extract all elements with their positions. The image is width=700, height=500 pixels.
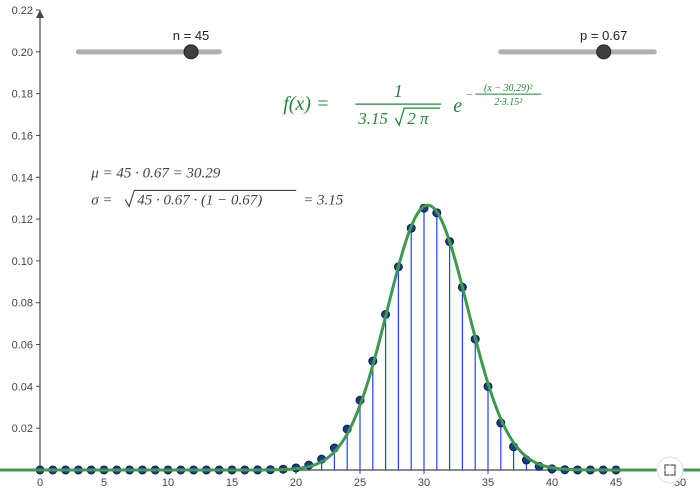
x-tick-label: 5 <box>101 477 107 489</box>
x-tick-label: 0 <box>37 477 43 489</box>
svg-text:e: e <box>453 95 462 117</box>
slider-n-thumb[interactable] <box>184 45 198 59</box>
svg-text:3.15: 3.15 <box>357 109 388 128</box>
slider-p-label: p = 0.67 <box>580 28 627 43</box>
y-tick-label: 0.20 <box>12 47 33 59</box>
y-tick-label: 0.10 <box>12 256 33 268</box>
svg-text:σ =: σ = <box>91 192 112 208</box>
svg-text:(x − 30.29)²: (x − 30.29)² <box>484 83 533 94</box>
y-tick-label: 0.18 <box>12 89 33 101</box>
slider-p-thumb[interactable] <box>597 45 611 59</box>
svg-text:= 3.15: = 3.15 <box>303 192 344 208</box>
x-tick-label: 10 <box>162 477 174 489</box>
x-tick-label: 25 <box>354 477 366 489</box>
y-tick-label: 0.16 <box>12 130 33 142</box>
mu-text: μ = 45 · 0.67 = 30.29 <box>90 165 221 181</box>
x-tick-label: 20 <box>290 477 302 489</box>
y-tick-label: 0.08 <box>12 298 33 310</box>
slider-n-label: n = 45 <box>173 28 210 43</box>
x-tick-label: 30 <box>418 477 430 489</box>
y-tick-label: 0.04 <box>12 381 33 393</box>
y-tick-label: 0.14 <box>12 172 33 184</box>
x-tick-label: 45 <box>610 477 622 489</box>
fullscreen-button[interactable] <box>657 457 683 483</box>
svg-text:f(x) =: f(x) = <box>283 93 329 115</box>
svg-text:45 · 0.67 · (1 − 0.67): 45 · 0.67 · (1 − 0.67) <box>137 192 262 208</box>
x-tick-label: 15 <box>226 477 238 489</box>
y-tick-label: 0.06 <box>12 340 33 352</box>
svg-text:2 π: 2 π <box>407 109 429 128</box>
x-tick-label: 35 <box>482 477 494 489</box>
chart-stage: 0.02 0.04 0.06 0.08 0.10 0.12 0.14 0.16 0.18 0.20… <box>0 0 700 500</box>
svg-text:2·3.15²: 2·3.15² <box>494 97 523 108</box>
chart-svg: 0.02 0.04 0.06 0.08 0.10 0.12 0.14 0.16 0.18 0.20… <box>0 0 700 500</box>
y-tick-label: 0.12 <box>12 214 33 226</box>
svg-text:1: 1 <box>394 81 403 101</box>
x-tick-label: 40 <box>546 477 558 489</box>
y-tick-label: 0.22 <box>12 5 33 17</box>
y-tick-label: 0.02 <box>12 423 33 435</box>
svg-text:−: − <box>465 89 472 101</box>
